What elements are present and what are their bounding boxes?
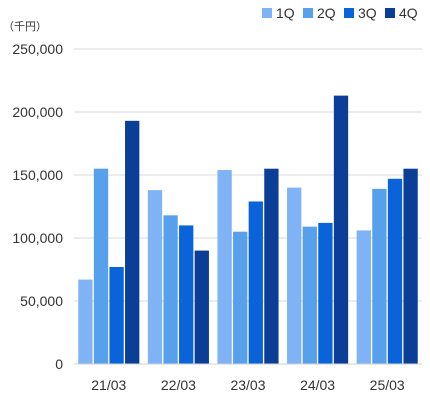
bar-1q-24-03 xyxy=(287,187,302,364)
bar-3q-25-03 xyxy=(387,178,403,364)
bar-2q-21-03 xyxy=(93,168,109,364)
bar-1q-25-03 xyxy=(356,230,371,364)
bar-1q-23-03 xyxy=(217,169,232,364)
bar-3q-23-03 xyxy=(248,201,263,364)
bar-1q-21-03 xyxy=(78,279,93,364)
bar-4q-24-03 xyxy=(333,95,349,365)
bar-3q-24-03 xyxy=(318,222,333,364)
y-tick-label: 0 xyxy=(55,356,63,372)
bar-4q-23-03 xyxy=(264,168,279,364)
y-tick-label: 150,000 xyxy=(12,167,63,183)
legend-label: 4Q xyxy=(399,5,418,21)
bar-4q-21-03 xyxy=(125,120,140,364)
bar-3q-22-03 xyxy=(179,225,194,364)
legend: 1Q 2Q 3Q 4Q xyxy=(262,5,418,21)
bar-2q-24-03 xyxy=(302,226,317,364)
y-tick-label: 50,000 xyxy=(20,293,63,309)
y-tick-label: 100,000 xyxy=(12,230,63,246)
legend-item-3q: 3Q xyxy=(344,5,377,21)
x-axis-tick-labels: 21/03 22/03 23/03 24/03 25/03 xyxy=(91,377,405,393)
x-tick-label: 22/03 xyxy=(161,377,196,393)
x-tick-label: 24/03 xyxy=(300,377,335,393)
legend-swatch xyxy=(344,8,354,18)
legend-swatch xyxy=(385,8,395,18)
legend-swatch xyxy=(303,8,313,18)
legend-item-2q: 2Q xyxy=(303,5,336,21)
y-axis-tick-labels: 0 50,000 100,000 150,000 200,000 250,000 xyxy=(12,41,63,372)
bar-2q-23-03 xyxy=(233,231,248,364)
bar-4q-25-03 xyxy=(403,168,418,364)
legend-label: 3Q xyxy=(358,5,377,21)
bar-2q-25-03 xyxy=(372,188,387,364)
x-tick-label: 25/03 xyxy=(370,377,405,393)
bar-2q-22-03 xyxy=(163,215,178,364)
bars xyxy=(78,95,418,365)
y-axis-unit-label: （千円） xyxy=(3,20,47,33)
y-tick-label: 200,000 xyxy=(12,104,63,120)
legend-item-4q: 4Q xyxy=(385,5,418,21)
x-tick-label: 23/03 xyxy=(230,377,265,393)
legend-item-1q: 1Q xyxy=(262,5,295,21)
bar-3q-21-03 xyxy=(109,266,124,364)
legend-swatch xyxy=(262,8,272,18)
y-tick-label: 250,000 xyxy=(12,41,63,57)
legend-label: 2Q xyxy=(317,5,336,21)
x-tick-label: 21/03 xyxy=(91,377,126,393)
legend-label: 1Q xyxy=(276,5,295,21)
bar-1q-22-03 xyxy=(147,190,163,364)
bar-4q-22-03 xyxy=(194,250,209,364)
